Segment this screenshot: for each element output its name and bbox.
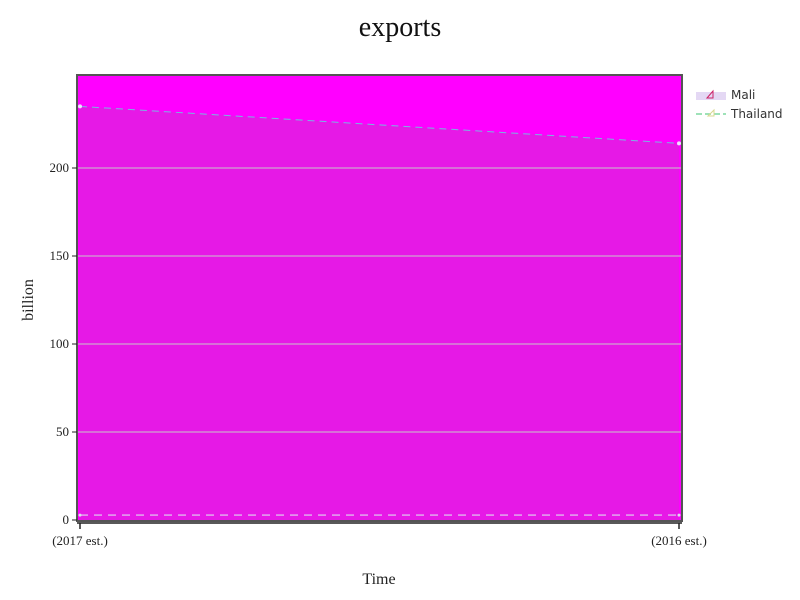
y-tick-label: 0: [63, 512, 70, 527]
x-tick-label: (2017 est.): [52, 533, 108, 548]
y-tick-label: 200: [50, 160, 70, 175]
thailand-point: [78, 104, 82, 109]
y-tick-label: 100: [50, 336, 70, 351]
y-tick-label: 150: [50, 248, 70, 263]
axis-layer: 0 50 100 150 200 (2017 est.) (2016 est.): [50, 160, 707, 548]
thailand-area: [80, 106, 679, 521]
legend-marker-mali: [705, 89, 714, 99]
series-layer: [78, 104, 681, 517]
thailand-point: [677, 141, 681, 146]
x-tick-label: (2016 est.): [651, 533, 707, 548]
mali-point: [78, 513, 82, 517]
y-axis-label: billion: [20, 279, 37, 321]
legend-label-mali: Mali: [731, 88, 755, 102]
legend: Mali Thailand: [696, 88, 783, 121]
thailand-line: [79, 105, 680, 144]
plot-frame: [76, 74, 683, 522]
grid-layer: [78, 167, 681, 433]
y-tick-label: 50: [56, 424, 69, 439]
legend-label-thailand: Thailand: [730, 107, 783, 121]
mali-point: [677, 513, 681, 517]
x-axis-label: Time: [362, 571, 395, 588]
area-layer: [80, 106, 679, 521]
legend-marker-thailand: [706, 108, 715, 117]
chart-title: exports: [358, 12, 442, 43]
legend-swatch-mali: [696, 92, 726, 100]
